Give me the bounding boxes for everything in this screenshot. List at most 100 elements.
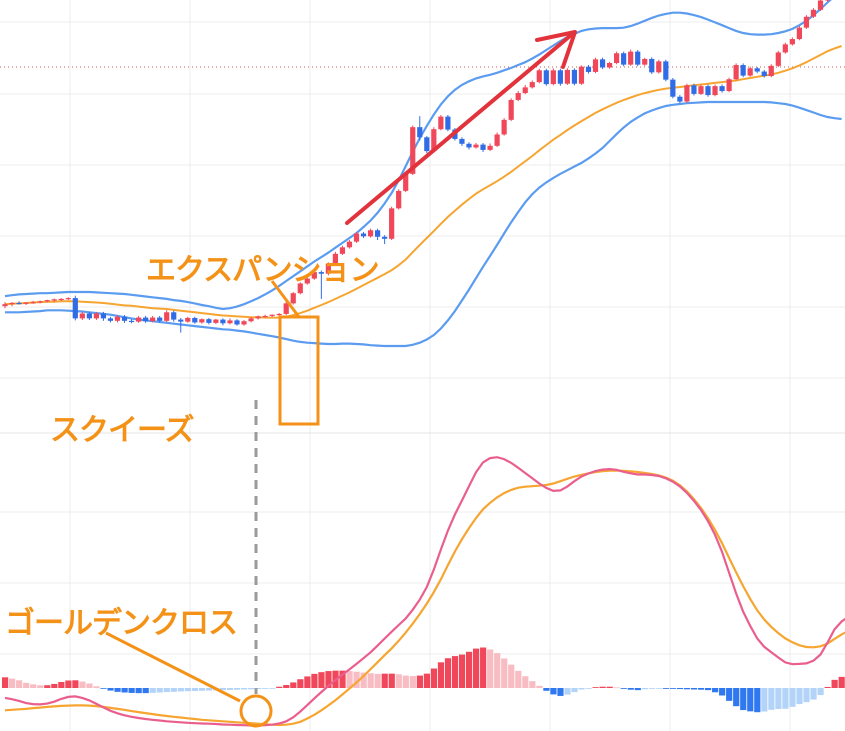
- candle-body: [396, 190, 402, 209]
- candle-body: [543, 70, 549, 85]
- candle-91: [635, 50, 641, 67]
- candle-55: [382, 235, 388, 245]
- candle-body: [424, 137, 430, 152]
- candle-body: [487, 145, 493, 150]
- candle-85: [592, 57, 599, 74]
- candle-49: [339, 245, 346, 256]
- histogram-bar-11: [72, 680, 79, 688]
- candle-103: [719, 84, 725, 93]
- candle-body: [684, 85, 690, 102]
- histogram-bar-69: [480, 647, 487, 688]
- histogram-bar-119: [831, 679, 838, 688]
- candle-body: [206, 319, 212, 323]
- histogram-bar-117: [817, 688, 824, 696]
- candle-body: [663, 61, 669, 80]
- candle-body: [213, 319, 219, 323]
- histogram-bar-9: [58, 682, 65, 688]
- histogram-bar-51: [353, 671, 360, 688]
- candle-body: [614, 53, 620, 64]
- candle-107: [747, 66, 753, 77]
- histogram-bar-32: [219, 688, 227, 691]
- candle-body: [234, 320, 240, 325]
- candle-45: [311, 270, 317, 280]
- histogram-bar-82: [571, 688, 578, 693]
- candle-78: [543, 68, 549, 86]
- candle-31: [213, 318, 219, 325]
- histogram-bar-33: [226, 688, 234, 690]
- histogram-bar-6: [37, 685, 44, 688]
- candle-40: [276, 313, 282, 316]
- candle-body: [157, 317, 163, 321]
- candle-body: [44, 300, 50, 302]
- candle-body: [670, 79, 676, 97]
- histogram-bar-50: [346, 671, 353, 688]
- candle-108: [754, 67, 760, 74]
- candle-67: [466, 142, 472, 150]
- candle-body: [374, 230, 381, 237]
- candle-body: [817, 0, 824, 10]
- candle-body: [220, 319, 226, 324]
- candle-18: [121, 315, 128, 323]
- candle-body: [227, 320, 233, 324]
- candle-82: [571, 68, 578, 86]
- candle-43: [297, 282, 303, 295]
- bollinger-bands: [4, 0, 842, 348]
- candle-body: [297, 283, 303, 294]
- candle-106: [740, 63, 746, 78]
- candle-101: [705, 84, 711, 97]
- candle-64: [445, 114, 451, 132]
- candle-47: [325, 262, 331, 276]
- candle-body: [276, 313, 282, 316]
- histogram-bar-63: [437, 662, 445, 688]
- histogram-bar-95: [662, 688, 670, 689]
- candle-42: [290, 291, 296, 305]
- candle-39: [269, 314, 275, 318]
- candle-70: [487, 143, 493, 152]
- expansion-label: エクスパンション: [146, 253, 380, 288]
- histogram-bar-41: [283, 685, 290, 688]
- trend-arrow-shaft: [345, 34, 572, 225]
- histogram-bar-92: [641, 688, 648, 690]
- histogram-bar-36: [248, 688, 255, 690]
- candle-30: [206, 317, 212, 325]
- histogram-bar-55: [381, 673, 388, 688]
- histogram-bar-72: [501, 658, 508, 688]
- candle-body: [529, 82, 535, 88]
- candle-10: [65, 297, 71, 301]
- candle-body: [459, 138, 465, 144]
- candle-22: [150, 315, 156, 323]
- golden-cross-circle: [239, 694, 273, 728]
- candle-41: [283, 301, 289, 316]
- histogram-bar-52: [360, 672, 367, 688]
- histogram-bar-22: [149, 688, 156, 693]
- macd-panel: [2, 456, 845, 727]
- histogram-bar-25: [170, 688, 177, 692]
- candle-body: [79, 313, 85, 319]
- candle-body: [128, 320, 135, 323]
- histogram-bar-73: [508, 664, 515, 688]
- histogram-bar-30: [205, 688, 213, 691]
- candle-body: [389, 208, 395, 239]
- candle-27: [185, 316, 191, 323]
- candle-body: [599, 59, 606, 68]
- histogram-bar-27: [184, 688, 191, 692]
- histogram-bar-96: [669, 688, 677, 689]
- candle-56: [389, 206, 395, 241]
- histogram-bar-116: [810, 688, 817, 700]
- candle-body: [536, 70, 542, 83]
- histogram-bar-79: [550, 688, 557, 695]
- histogram-bar-16: [107, 688, 114, 691]
- candle-body: [30, 302, 36, 304]
- macd-lines: [4, 456, 845, 727]
- candle-111: [775, 50, 781, 68]
- candle-body: [621, 53, 627, 65]
- candle-body: [65, 298, 71, 300]
- candle-body: [677, 96, 683, 102]
- annotation-overlays: [105, 30, 577, 728]
- candle-44: [304, 277, 310, 285]
- histogram-bar-99: [690, 688, 698, 690]
- histogram-bar-93: [648, 688, 655, 689]
- histogram-bar-19: [128, 688, 135, 693]
- histogram-bar-81: [564, 688, 571, 695]
